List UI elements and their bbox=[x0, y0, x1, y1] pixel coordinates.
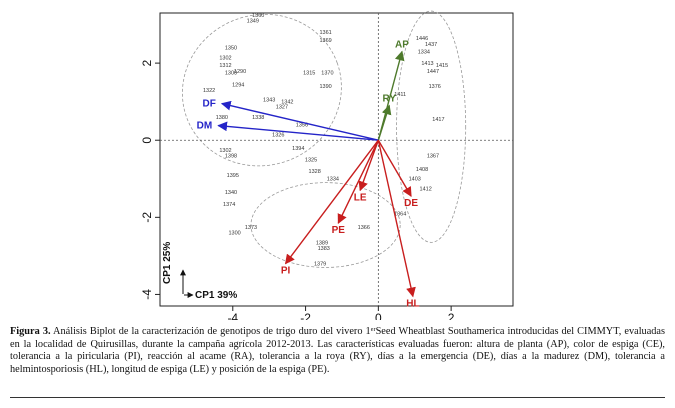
vector-ry bbox=[377, 104, 392, 141]
genotype-label: 1334 bbox=[327, 177, 339, 183]
genotype-label: 1294 bbox=[232, 82, 244, 88]
genotype-label: 1415 bbox=[436, 63, 448, 69]
genotype-label: 1413 bbox=[421, 61, 433, 67]
genotype-label: 1312 bbox=[219, 63, 231, 69]
x-tick-label: -4 bbox=[227, 311, 238, 320]
genotype-label: 1325 bbox=[305, 157, 317, 163]
genotype-label: 1394 bbox=[292, 146, 304, 152]
group-ellipse-2 bbox=[396, 10, 467, 243]
caption-text: Análisis Biplot de la caracterización de… bbox=[10, 326, 665, 375]
genotype-label: 1376 bbox=[429, 84, 441, 90]
genotype-label: 1437 bbox=[425, 42, 437, 48]
genotype-label: 1290 bbox=[234, 69, 246, 75]
genotype-label: 1389 bbox=[316, 240, 328, 246]
y-tick-label: -4 bbox=[140, 289, 154, 300]
genotype-label: 1369 bbox=[319, 38, 331, 44]
genotype-label: 1379 bbox=[314, 262, 326, 268]
caption-label: Figura 3. bbox=[10, 326, 51, 337]
genotype-label: 1328 bbox=[309, 169, 321, 175]
genotype-label: 1370 bbox=[321, 71, 333, 77]
y-tick-label: 2 bbox=[140, 59, 154, 66]
genotype-label: 1343 bbox=[263, 98, 275, 104]
genotype-label: 1374 bbox=[223, 202, 235, 208]
genotype-label: 1446 bbox=[416, 36, 428, 42]
genotype-label: 1350 bbox=[225, 46, 237, 52]
vector-hl bbox=[377, 140, 416, 298]
plot-frame bbox=[159, 12, 514, 307]
genotype-label: 1356 bbox=[296, 123, 308, 129]
genotype-label: 1338 bbox=[252, 115, 264, 121]
genotype-label: 1412 bbox=[420, 186, 432, 192]
genotype-label: 1327 bbox=[276, 105, 288, 111]
genotype-label: 1364 bbox=[394, 211, 406, 217]
genotype-label: 1383 bbox=[318, 246, 330, 252]
genotype-label: 1361 bbox=[319, 30, 331, 36]
vector-label-ap: AP bbox=[395, 40, 409, 51]
vector-pi bbox=[284, 139, 379, 265]
vector-label-ry: RY bbox=[383, 94, 397, 105]
genotype-label: 1342 bbox=[281, 100, 293, 106]
y-axis-label: CP1 25% bbox=[162, 242, 173, 284]
vector-label-dm: DM bbox=[197, 121, 213, 132]
caption-rule bbox=[10, 397, 665, 398]
genotype-labels: 1360134913611369135013021312130012901294… bbox=[203, 13, 448, 268]
vector-label-hl: HL bbox=[406, 298, 419, 309]
x-tick-label: 0 bbox=[375, 311, 382, 320]
y-tick-label: -2 bbox=[140, 212, 154, 223]
genotype-label: 1322 bbox=[203, 88, 215, 94]
reference-lines bbox=[160, 13, 513, 306]
genotype-label: 1334 bbox=[418, 49, 430, 55]
genotype-label: 1326 bbox=[272, 132, 284, 138]
vector-label-le: LE bbox=[354, 192, 367, 203]
genotype-label: 1367 bbox=[427, 154, 439, 160]
group-ellipse-1 bbox=[250, 182, 401, 268]
figure-caption: Figura 3. Análisis Biplot de la caracter… bbox=[10, 326, 665, 376]
genotype-label: 1300 bbox=[228, 231, 240, 237]
genotype-label: 1447 bbox=[427, 69, 439, 75]
genotype-label: 1300 bbox=[225, 71, 237, 77]
group-ellipses bbox=[181, 10, 467, 268]
x-tick-label: -2 bbox=[300, 311, 311, 320]
genotype-label: 1380 bbox=[216, 115, 228, 121]
genotype-label: 1417 bbox=[432, 117, 444, 123]
genotype-label: 1340 bbox=[225, 190, 237, 196]
genotype-label: 1411 bbox=[394, 92, 406, 98]
genotype-label: 1398 bbox=[225, 154, 237, 160]
vector-label-df: DF bbox=[203, 99, 216, 110]
y-tick-label: 0 bbox=[140, 137, 154, 144]
trait-vectors: AP RY DF DM PI PE LE DE HL bbox=[197, 40, 420, 310]
genotype-label: 1349 bbox=[247, 19, 259, 25]
x-tick-label: 2 bbox=[448, 311, 455, 320]
vector-label-de: DE bbox=[404, 198, 418, 209]
vector-pe bbox=[337, 139, 379, 224]
genotype-label: 1315 bbox=[303, 71, 315, 77]
genotype-label: 1403 bbox=[409, 177, 421, 183]
axis-ticks: -4 -2 0 2 -4 -2 0 2 bbox=[140, 59, 455, 320]
genotype-label: 1302 bbox=[219, 148, 231, 154]
genotype-label: 1395 bbox=[227, 173, 239, 179]
genotype-label: 1373 bbox=[245, 225, 257, 231]
group-ellipse-0 bbox=[181, 13, 342, 167]
vector-df bbox=[220, 100, 379, 141]
genotype-label: 1366 bbox=[358, 225, 370, 231]
vector-de bbox=[377, 139, 412, 197]
genotype-label: 1390 bbox=[319, 84, 331, 90]
genotype-label: 1360 bbox=[252, 13, 264, 19]
vector-le bbox=[358, 139, 380, 192]
genotype-label: 1302 bbox=[219, 55, 231, 61]
vector-label-pi: PI bbox=[281, 266, 291, 277]
genotype-label: 1408 bbox=[416, 167, 428, 173]
vector-dm bbox=[217, 121, 379, 141]
vector-label-pe: PE bbox=[332, 225, 346, 236]
x-axis-label: CP1 39% bbox=[195, 290, 237, 301]
